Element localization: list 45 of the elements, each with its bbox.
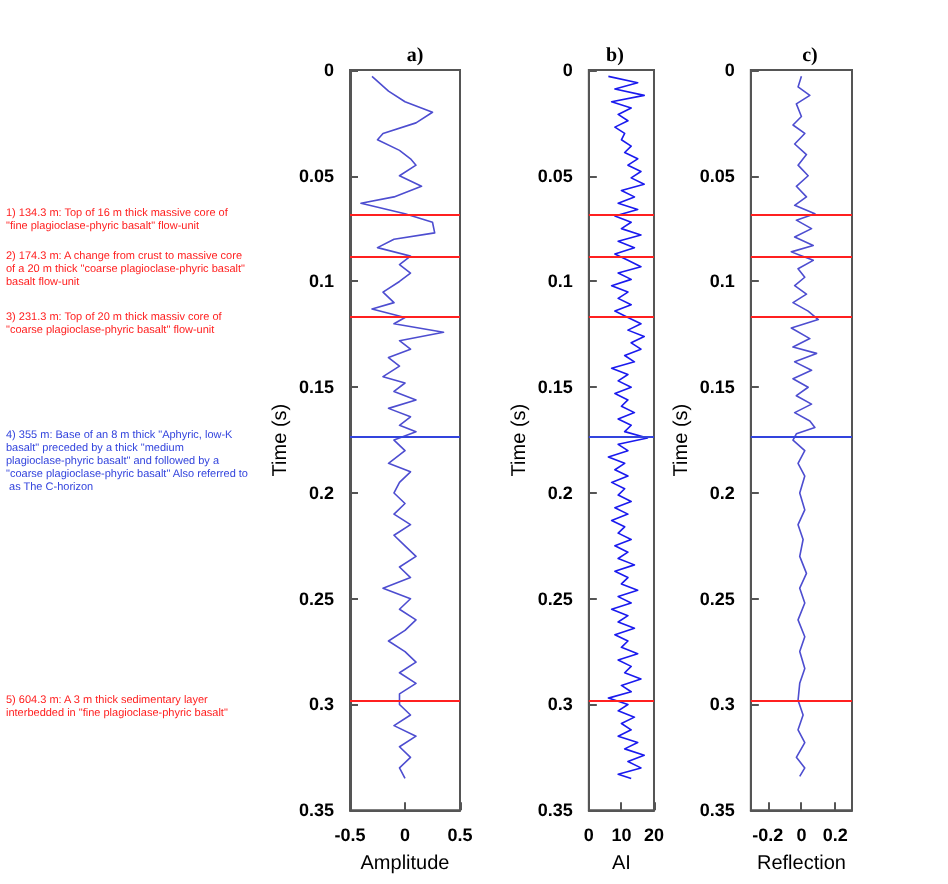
x-axis-title: Reflection — [756, 853, 846, 875]
y-tick-label: 0.15 — [537, 377, 573, 398]
line-series — [360, 75, 445, 780]
y-tick-label: 0.25 — [537, 588, 573, 609]
line-series — [607, 75, 649, 780]
x-tick-label: -0.5 — [334, 825, 366, 846]
y-axis-title: Time (s) — [671, 403, 693, 477]
y-tick-label: 0.05 — [537, 165, 573, 186]
y-tick-label: 0.1 — [709, 271, 735, 292]
chart-title: a) — [406, 45, 424, 67]
y-tick-label: 0.1 — [308, 271, 334, 292]
y-axis-title: Time (s) — [509, 403, 531, 477]
chart-title: c) — [802, 45, 818, 67]
y-tick-label: 0.3 — [308, 694, 334, 715]
y-tick-label: 0.3 — [709, 694, 735, 715]
x-tick-label: 0 — [399, 825, 411, 846]
line-series — [790, 75, 820, 778]
y-tick-label: 0.2 — [547, 482, 573, 503]
y-tick-label: 0.35 — [537, 800, 573, 821]
y-tick-label: 0 — [724, 60, 735, 80]
y-tick-label: 0.1 — [547, 271, 573, 292]
y-tick-label: 0.2 — [308, 482, 334, 503]
y-tick-label: 0 — [562, 60, 573, 80]
y-tick-label: 0.15 — [298, 377, 334, 398]
chart-title: b) — [606, 45, 624, 67]
y-tick-label: 0.2 — [709, 482, 735, 503]
y-tick-label: 0.25 — [298, 588, 334, 609]
y-tick-label: 0.35 — [298, 800, 334, 821]
x-axis-title: Amplitude — [360, 853, 451, 875]
y-tick-label: 0.15 — [699, 377, 735, 398]
x-tick-label: 10 — [611, 825, 632, 846]
y-tick-label: 0.05 — [298, 165, 334, 186]
x-tick-label: 0 — [796, 825, 807, 846]
y-tick-label: 0.25 — [699, 588, 735, 609]
y-tick-label: 0.3 — [547, 694, 573, 715]
x-tick-label: 0.5 — [447, 825, 473, 846]
x-tick-label: -0.2 — [752, 825, 784, 846]
y-tick-label: 0 — [323, 60, 334, 80]
y-tick-label: 0.35 — [699, 800, 735, 821]
x-tick-label: 20 — [643, 825, 664, 846]
x-axis-title: AI — [611, 853, 631, 875]
y-tick-label: 0.05 — [699, 165, 735, 186]
x-tick-label: 0.2 — [822, 825, 848, 846]
x-tick-label: 0 — [583, 825, 594, 846]
y-axis-title: Time (s) — [270, 403, 293, 477]
